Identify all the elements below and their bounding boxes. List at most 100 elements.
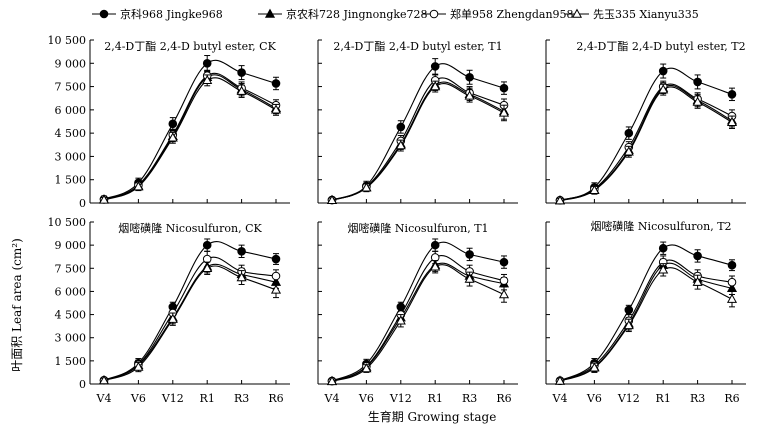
series-line: [331, 83, 505, 201]
data-point: [237, 68, 246, 77]
series: [327, 74, 509, 205]
chart-panel: 2,4-D丁酯 2,4-D butyl ester, T2: [545, 39, 746, 205]
series-line: [331, 255, 505, 382]
data-point: [658, 66, 668, 76]
series: [554, 263, 738, 385]
series-line: [103, 77, 277, 201]
data-point: [693, 77, 702, 87]
legend: 京科968 Jingke968 京农科728 Jingnongke728 郑单958…: [92, 7, 699, 21]
series: [555, 80, 737, 205]
panel-title: 烟嘧磺隆 Nicosulfuron, T1: [347, 221, 488, 235]
x-tick-label: R3: [690, 392, 705, 405]
data-point: [658, 264, 669, 274]
data-point: [499, 276, 509, 285]
y-tick-label: 7 500: [55, 81, 87, 94]
legend-label: 京科968 Jingke968: [120, 7, 223, 21]
data-point: [271, 79, 281, 88]
y-tick-label: 1 500: [55, 174, 87, 187]
series-line: [331, 241, 505, 382]
data-point: [624, 305, 634, 315]
x-tick-label: R3: [234, 392, 249, 405]
series: [99, 55, 281, 204]
x-tick-label: R1: [428, 392, 443, 405]
data-point: [623, 146, 634, 156]
data-point: [133, 181, 144, 191]
data-point: [498, 107, 510, 117]
series: [327, 58, 509, 205]
panel-title: 烟嘧磺隆 Nicosulfuron, T2: [590, 219, 731, 233]
series-line: [559, 83, 733, 201]
data-point: [361, 182, 372, 192]
x-tick-label: V6: [130, 392, 146, 405]
data-point: [658, 84, 669, 94]
data-point: [727, 277, 737, 287]
legend-marker: [571, 8, 583, 18]
series: [554, 83, 738, 205]
x-tick-label: V12: [389, 392, 412, 405]
data-point: [430, 240, 440, 250]
x-tick-label: R6: [496, 392, 511, 405]
chart-panel: 0 1 500 3 000 4 500 6 000 7 500 9 000 10 500 2,4…: [48, 34, 290, 210]
y-tick-label: 6 000: [55, 285, 87, 298]
y-tick-label: 7 500: [55, 262, 87, 275]
legend-item: 先玉335 Xianyu335: [565, 8, 699, 21]
series: [98, 260, 282, 385]
y-axis-title: 叶面积 Leaf area (cm²): [10, 238, 24, 372]
data-point: [98, 375, 110, 385]
series: [326, 79, 510, 204]
data-point: [498, 289, 510, 299]
series: [98, 261, 282, 385]
data-point: [202, 74, 213, 85]
chart-panel: 0 1 500 3 000 4 500 6 000 7 500 9 000 10 500 V4 V…: [48, 216, 290, 405]
series: [554, 82, 738, 205]
data-point: [395, 315, 406, 325]
data-point: [326, 375, 338, 386]
panels: 0 1 500 3 000 4 500 6 000 7 500 9 000 10 500 2,4…: [48, 34, 746, 405]
series: [98, 74, 282, 204]
chart-panel: V4 V6 V12 R1 R3 R6 烟嘧磺隆 Nicosulfuron, T1: [317, 221, 518, 405]
x-tick-label: V6: [586, 392, 602, 405]
data-point: [167, 132, 178, 142]
legend-label: 京农科728 Jingnongke728: [286, 7, 428, 21]
x-tick-label: V4: [96, 392, 112, 405]
data-point: [395, 140, 406, 150]
series-line: [103, 59, 277, 200]
series-line: [559, 259, 733, 382]
data-point: [589, 184, 600, 194]
series: [554, 258, 738, 385]
y-tick-label: 10 500: [48, 216, 87, 229]
data-point: [271, 254, 281, 264]
data-point: [326, 194, 338, 205]
panel-title: 2,4-D丁酯 2,4-D butyl ester, T2: [576, 40, 745, 53]
series-line: [331, 63, 505, 201]
panel-title: 2,4-D丁酯 2,4-D butyl ester, CK: [104, 40, 276, 53]
series-line: [559, 67, 733, 201]
series-line: [559, 244, 733, 382]
legend-marker: [429, 9, 439, 19]
legend-label: 先玉335 Xianyu335: [593, 8, 699, 21]
data-point: [692, 276, 703, 286]
y-tick-label: 6 000: [55, 104, 87, 117]
panel-title: 烟嘧磺隆 Nicosulfuron, CK: [118, 221, 262, 235]
y-tick-label: 0: [79, 197, 86, 210]
data-point: [624, 128, 634, 138]
series-line: [103, 256, 277, 381]
x-tick-label: V6: [358, 392, 374, 405]
data-point: [430, 81, 441, 91]
series-line: [103, 265, 277, 382]
x-tick-label: R1: [200, 392, 215, 405]
y-tick-label: 4 500: [55, 127, 87, 140]
data-point: [727, 260, 737, 270]
y-tick-label: 4 500: [55, 309, 87, 322]
legend-label: 郑单958 Zhengdan958: [450, 7, 574, 21]
series-line: [331, 77, 505, 201]
y-tick-label: 9 000: [55, 57, 87, 70]
series-line: [559, 267, 733, 382]
series-line: [559, 262, 733, 382]
legend-item: 郑单958 Zhengdan958: [422, 7, 574, 21]
x-tick-label: V12: [617, 392, 640, 405]
y-tick-label: 1 500: [55, 355, 87, 368]
data-point: [168, 119, 178, 129]
series: [99, 238, 281, 385]
data-point: [499, 83, 509, 93]
